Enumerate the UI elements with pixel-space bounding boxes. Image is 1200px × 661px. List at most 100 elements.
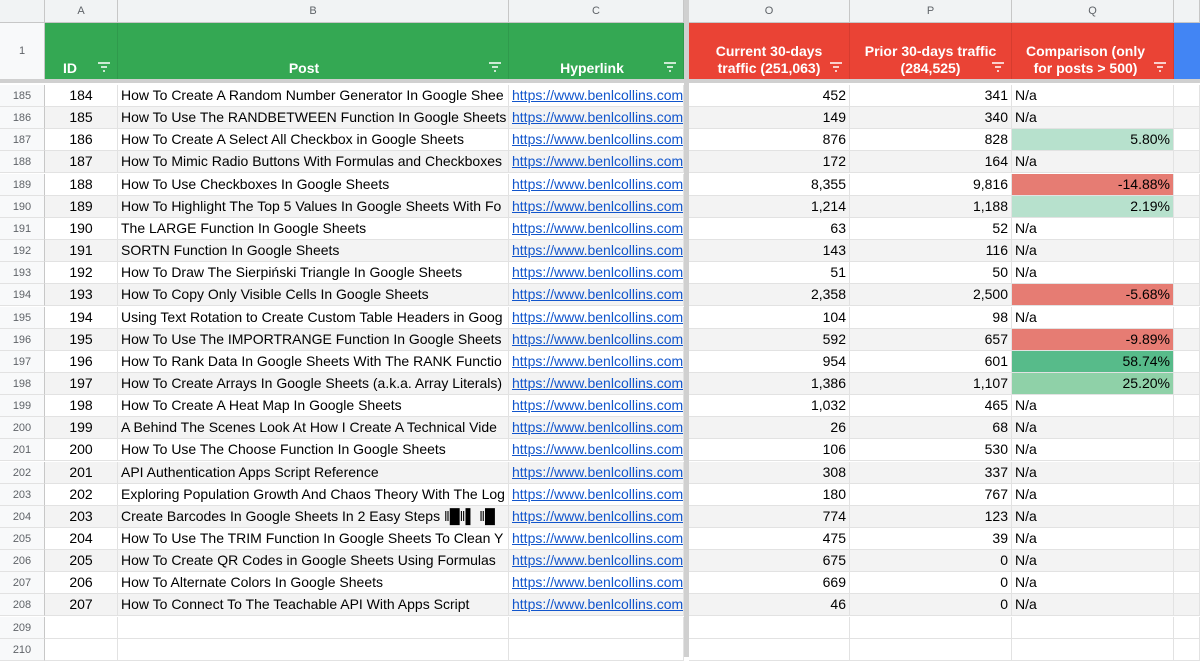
cell-post[interactable]: How To Use The RANDBETWEEN Function In G… bbox=[118, 107, 509, 129]
hyperlink-text[interactable]: https://www.benlcollins.com bbox=[512, 486, 684, 502]
cell-prior-traffic[interactable]: 116 bbox=[850, 240, 1012, 262]
empty-cell[interactable] bbox=[509, 617, 684, 639]
cell-hyperlink[interactable]: https://www.benlcollins.com bbox=[509, 174, 684, 196]
row-header[interactable]: 195 bbox=[0, 307, 45, 329]
cell-prior-traffic[interactable]: 341 bbox=[850, 85, 1012, 107]
frozen-row-divider[interactable] bbox=[0, 79, 1200, 83]
row-header[interactable]: 186 bbox=[0, 107, 45, 129]
cell-prior-traffic[interactable]: 340 bbox=[850, 107, 1012, 129]
cell-comparison[interactable]: N/a bbox=[1012, 550, 1174, 572]
cell-hyperlink[interactable]: https://www.benlcollins.com bbox=[509, 395, 684, 417]
column-header-p[interactable]: P bbox=[850, 0, 1012, 23]
cell-prior-traffic[interactable]: 2,500 bbox=[850, 284, 1012, 306]
cell-post[interactable]: How To Draw The Sierpiński Triangle In G… bbox=[118, 262, 509, 284]
cell-id[interactable]: 201 bbox=[45, 462, 118, 484]
cell-post[interactable]: How To Create A Select All Checkbox in G… bbox=[118, 129, 509, 151]
hyperlink-text[interactable]: https://www.benlcollins.com bbox=[512, 176, 684, 192]
cell-id[interactable]: 200 bbox=[45, 439, 118, 461]
cell-prior-traffic[interactable]: 657 bbox=[850, 329, 1012, 351]
cell-prior-traffic[interactable]: 39 bbox=[850, 528, 1012, 550]
cell-comparison[interactable]: N/a bbox=[1012, 462, 1174, 484]
cell-post[interactable]: Using Text Rotation to Create Custom Tab… bbox=[118, 307, 509, 329]
hyperlink-text[interactable]: https://www.benlcollins.com bbox=[512, 508, 684, 524]
cell-hyperlink[interactable]: https://www.benlcollins.com bbox=[509, 218, 684, 240]
hyperlink-text[interactable]: https://www.benlcollins.com bbox=[512, 441, 684, 457]
cell-comparison[interactable]: N/a bbox=[1012, 395, 1174, 417]
cell-comparison[interactable]: N/a bbox=[1012, 439, 1174, 461]
cell-id[interactable]: 187 bbox=[45, 151, 118, 173]
cell-hyperlink[interactable]: https://www.benlcollins.com bbox=[509, 550, 684, 572]
cell-next[interactable] bbox=[1174, 462, 1200, 484]
hyperlink-text[interactable]: https://www.benlcollins.com bbox=[512, 198, 684, 214]
cell-comparison[interactable]: -5.68% bbox=[1012, 284, 1174, 306]
row-header[interactable]: 210 bbox=[0, 639, 45, 661]
cell-prior-traffic[interactable]: 98 bbox=[850, 307, 1012, 329]
cell-current-traffic[interactable]: 180 bbox=[689, 484, 850, 506]
cell-post[interactable]: How To Copy Only Visible Cells In Google… bbox=[118, 284, 509, 306]
row-header[interactable]: 194 bbox=[0, 284, 45, 306]
empty-cell[interactable] bbox=[118, 639, 509, 661]
cell-current-traffic[interactable]: 172 bbox=[689, 151, 850, 173]
cell-comparison[interactable]: N/a bbox=[1012, 506, 1174, 528]
column-header-a[interactable]: A bbox=[45, 0, 118, 23]
cell-post[interactable]: SORTN Function In Google Sheets bbox=[118, 240, 509, 262]
hyperlink-text[interactable]: https://www.benlcollins.com bbox=[512, 242, 684, 258]
cell-comparison[interactable]: -14.88% bbox=[1012, 174, 1174, 196]
column-header-c[interactable]: C bbox=[509, 0, 684, 23]
row-header[interactable]: 204 bbox=[0, 506, 45, 528]
cell-post[interactable]: How To Use The TRIM Function In Google S… bbox=[118, 528, 509, 550]
cell-current-traffic[interactable]: 1,032 bbox=[689, 395, 850, 417]
row-header[interactable]: 191 bbox=[0, 218, 45, 240]
cell-current-traffic[interactable]: 954 bbox=[689, 351, 850, 373]
row-header[interactable]: 201 bbox=[0, 439, 45, 461]
row-header[interactable]: 208 bbox=[0, 594, 45, 616]
cell-post[interactable]: How To Connect To The Teachable API With… bbox=[118, 594, 509, 616]
hyperlink-text[interactable]: https://www.benlcollins.com bbox=[512, 464, 684, 480]
cell-hyperlink[interactable]: https://www.benlcollins.com bbox=[509, 196, 684, 218]
cell-current-traffic[interactable]: 143 bbox=[689, 240, 850, 262]
cell-current-traffic[interactable]: 475 bbox=[689, 528, 850, 550]
hyperlink-text[interactable]: https://www.benlcollins.com bbox=[512, 220, 684, 236]
cell-hyperlink[interactable]: https://www.benlcollins.com bbox=[509, 462, 684, 484]
cell-hyperlink[interactable]: https://www.benlcollins.com bbox=[509, 107, 684, 129]
cell-post[interactable]: API Authentication Apps Script Reference bbox=[118, 462, 509, 484]
cell-prior-traffic[interactable]: 0 bbox=[850, 572, 1012, 594]
header-hyperlink[interactable]: Hyperlink bbox=[509, 23, 684, 80]
row-header[interactable]: 185 bbox=[0, 85, 45, 107]
cell-post[interactable]: How To Create A Heat Map In Google Sheet… bbox=[118, 395, 509, 417]
hyperlink-text[interactable]: https://www.benlcollins.com bbox=[512, 87, 684, 103]
cell-prior-traffic[interactable]: 601 bbox=[850, 351, 1012, 373]
cell-hyperlink[interactable]: https://www.benlcollins.com bbox=[509, 284, 684, 306]
cell-prior-traffic[interactable]: 465 bbox=[850, 395, 1012, 417]
empty-cell[interactable] bbox=[45, 617, 118, 639]
empty-cell[interactable] bbox=[1012, 639, 1174, 661]
cell-post[interactable]: How To Rank Data In Google Sheets With T… bbox=[118, 351, 509, 373]
cell-current-traffic[interactable]: 149 bbox=[689, 107, 850, 129]
hyperlink-text[interactable]: https://www.benlcollins.com bbox=[512, 264, 684, 280]
row-header[interactable]: 209 bbox=[0, 617, 45, 639]
cell-id[interactable]: 189 bbox=[45, 196, 118, 218]
cell-comparison[interactable]: N/a bbox=[1012, 151, 1174, 173]
cell-current-traffic[interactable]: 51 bbox=[689, 262, 850, 284]
cell-hyperlink[interactable]: https://www.benlcollins.com bbox=[509, 572, 684, 594]
frozen-column-divider[interactable] bbox=[684, 0, 689, 657]
hyperlink-text[interactable]: https://www.benlcollins.com bbox=[512, 574, 684, 590]
cell-current-traffic[interactable]: 1,386 bbox=[689, 373, 850, 395]
cell-next[interactable] bbox=[1174, 107, 1200, 129]
cell-current-traffic[interactable]: 106 bbox=[689, 439, 850, 461]
cell-comparison[interactable]: N/a bbox=[1012, 240, 1174, 262]
cell-comparison[interactable]: N/a bbox=[1012, 262, 1174, 284]
cell-hyperlink[interactable]: https://www.benlcollins.com bbox=[509, 307, 684, 329]
cell-hyperlink[interactable]: https://www.benlcollins.com bbox=[509, 528, 684, 550]
cell-next[interactable] bbox=[1174, 196, 1200, 218]
cell-post[interactable]: How To Create QR Codes in Google Sheets … bbox=[118, 550, 509, 572]
cell-id[interactable]: 199 bbox=[45, 417, 118, 439]
cell-next[interactable] bbox=[1174, 262, 1200, 284]
row-header[interactable]: 190 bbox=[0, 196, 45, 218]
cell-next[interactable] bbox=[1174, 550, 1200, 572]
cell-post[interactable]: Create Barcodes In Google Sheets In 2 Ea… bbox=[118, 506, 509, 528]
cell-current-traffic[interactable]: 774 bbox=[689, 506, 850, 528]
row-header[interactable]: 198 bbox=[0, 373, 45, 395]
cell-hyperlink[interactable]: https://www.benlcollins.com bbox=[509, 329, 684, 351]
cell-post[interactable]: Exploring Population Growth And Chaos Th… bbox=[118, 484, 509, 506]
